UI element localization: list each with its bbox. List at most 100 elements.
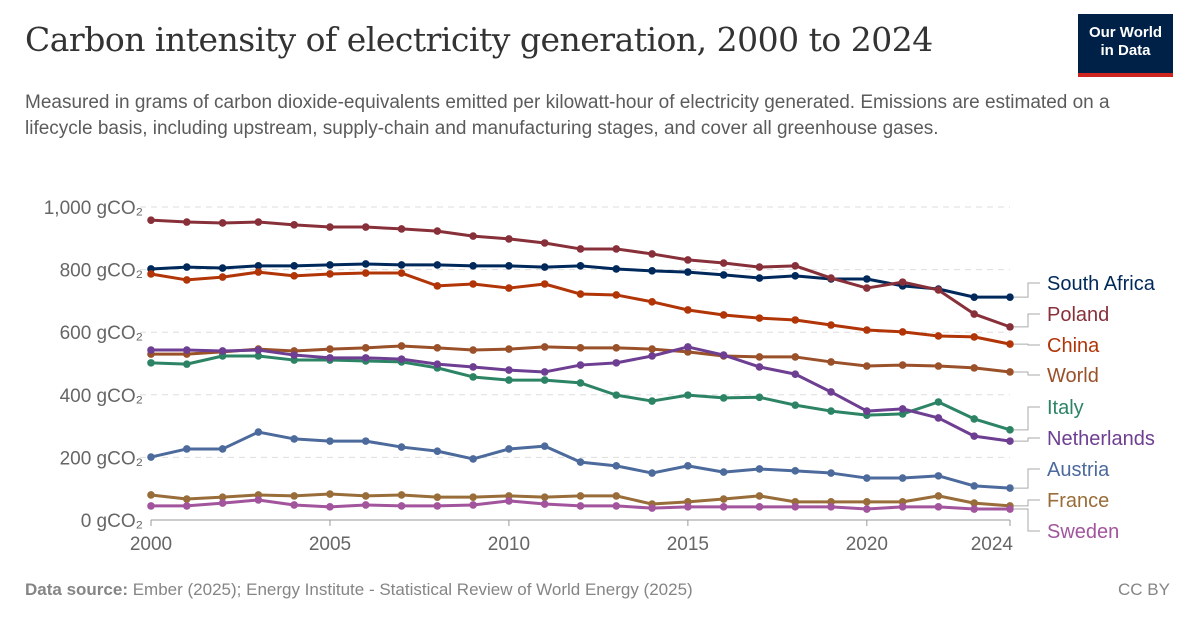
data-point [719, 495, 728, 503]
data-point [540, 376, 549, 384]
data-point [863, 284, 871, 292]
data-point [576, 290, 585, 298]
data-point [433, 344, 442, 352]
x-tick-label: 2000 [130, 534, 172, 555]
data-point [576, 502, 585, 510]
data-point [898, 474, 907, 482]
data-point [863, 326, 871, 334]
data-point [505, 445, 513, 453]
data-point [1006, 505, 1014, 513]
data-point [970, 432, 979, 440]
data-point [254, 496, 263, 504]
data-point [898, 361, 907, 369]
data-point [147, 453, 155, 461]
data-point [827, 388, 835, 396]
data-point [326, 354, 334, 362]
data-point [970, 505, 979, 513]
data-point [755, 263, 764, 271]
data-point [469, 373, 477, 381]
data-point [469, 363, 477, 371]
data-point [755, 363, 764, 371]
data-point [576, 458, 585, 466]
data-point [791, 353, 800, 361]
data-point [433, 502, 442, 510]
data-point [970, 310, 979, 318]
data-point [612, 359, 621, 367]
data-point [218, 445, 227, 453]
data-point [755, 353, 764, 361]
data-point [719, 351, 728, 359]
data-point [433, 261, 442, 269]
data-point [469, 280, 477, 288]
series-label: World [1047, 365, 1099, 387]
data-point [397, 443, 406, 451]
data-point [1006, 437, 1014, 445]
data-point [218, 493, 227, 501]
data-point [684, 503, 692, 511]
data-point [791, 262, 800, 270]
owid-logo[interactable]: Our World in Data [1078, 14, 1173, 77]
data-point [218, 499, 227, 507]
data-point [827, 321, 835, 329]
data-point [433, 360, 442, 368]
data-point [791, 370, 800, 378]
label-connector [1014, 282, 1040, 298]
data-point [648, 250, 656, 258]
data-point [290, 262, 298, 270]
y-tick-label: 0 gCO₂ [81, 511, 143, 532]
data-point [648, 469, 656, 477]
data-point [361, 344, 370, 352]
data-point [612, 391, 621, 399]
data-point [576, 344, 585, 352]
data-point [469, 493, 477, 501]
label-connector [1014, 343, 1040, 346]
data-point [827, 274, 835, 282]
data-point [147, 346, 155, 354]
data-point [719, 259, 728, 267]
data-point [755, 274, 764, 282]
footer-source: Data source: Ember (2025); Energy Instit… [25, 580, 693, 600]
data-point [397, 355, 406, 363]
data-point [469, 346, 477, 354]
chart-title: Carbon intensity of electricity generati… [25, 20, 933, 59]
data-point [648, 267, 656, 275]
series-line [151, 345, 1011, 443]
label-connector [1014, 371, 1040, 376]
x-tick-label: 2005 [309, 534, 351, 555]
data-point [791, 503, 800, 511]
label-connector [1014, 437, 1040, 442]
data-point [397, 342, 406, 350]
data-point [540, 493, 549, 501]
data-point [182, 346, 191, 354]
data-point [898, 328, 907, 336]
label-connector [1014, 499, 1040, 507]
series-label: South Africa [1047, 273, 1156, 295]
x-tick-label: 2020 [846, 534, 888, 555]
data-point [397, 491, 406, 499]
data-point [433, 227, 442, 235]
data-point [863, 498, 871, 506]
data-point [970, 333, 979, 341]
data-point [791, 316, 800, 324]
data-point [970, 482, 979, 490]
data-point [469, 232, 477, 240]
data-point [361, 260, 370, 268]
data-point [576, 245, 585, 253]
data-point [505, 262, 513, 270]
data-point [970, 415, 979, 423]
y-tick-label: 600 gCO₂ [60, 323, 143, 344]
data-point [970, 499, 979, 507]
data-point [612, 492, 621, 500]
series-label: Poland [1047, 304, 1109, 326]
license-link[interactable]: CC BY [1118, 580, 1170, 599]
data-point [755, 465, 764, 473]
data-point [540, 280, 549, 288]
data-point [684, 268, 692, 276]
data-point [361, 501, 370, 509]
series-label: Italy [1047, 397, 1084, 419]
data-point [433, 282, 442, 290]
data-point [397, 502, 406, 510]
data-point [863, 407, 871, 415]
data-point [505, 235, 513, 243]
series-label: Sweden [1047, 521, 1119, 543]
